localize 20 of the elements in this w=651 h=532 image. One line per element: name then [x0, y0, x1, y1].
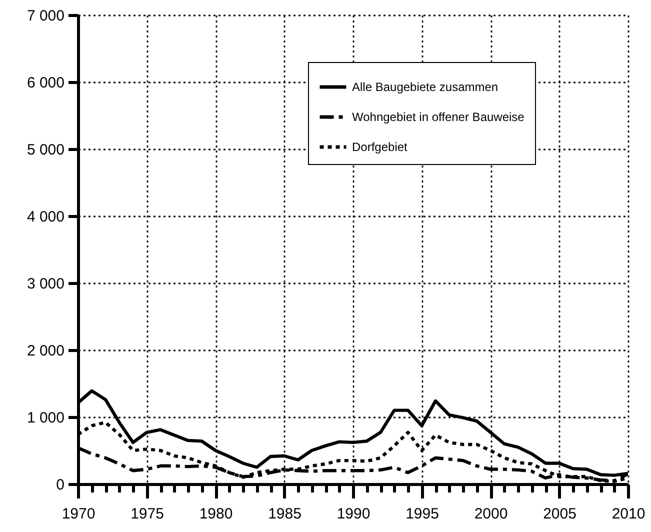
y-tick-label: 4 000 — [26, 208, 64, 226]
y-tick-label: 3 000 — [26, 276, 64, 292]
y-tick-label: 1 000 — [26, 410, 64, 426]
x-tick-label: 1990 — [336, 506, 370, 522]
x-tick-label: 1980 — [199, 506, 233, 522]
legend-label: Alle Baugebiete zusammen — [352, 80, 498, 94]
x-tick-label: 1985 — [268, 506, 302, 522]
y-tick-label: 5 000 — [26, 142, 64, 158]
x-tick-label: 1975 — [130, 506, 164, 522]
legend-label: Wohngebiet in offener Bauweise — [352, 110, 525, 124]
y-tick-label: 2 000 — [26, 342, 64, 360]
x-tick-label: 2010 — [612, 506, 646, 522]
legend-label: Dorfgebiet — [352, 140, 408, 154]
x-tick-label: 1970 — [62, 506, 96, 522]
x-tick-label: 2000 — [474, 506, 508, 522]
y-tick-label: 6 000 — [26, 74, 64, 92]
y-tick-label: 0 — [56, 476, 64, 494]
x-tick-label: 2005 — [543, 506, 576, 522]
x-tick-label: 1995 — [406, 506, 439, 522]
y-tick-label: 7 000 — [26, 8, 64, 24]
